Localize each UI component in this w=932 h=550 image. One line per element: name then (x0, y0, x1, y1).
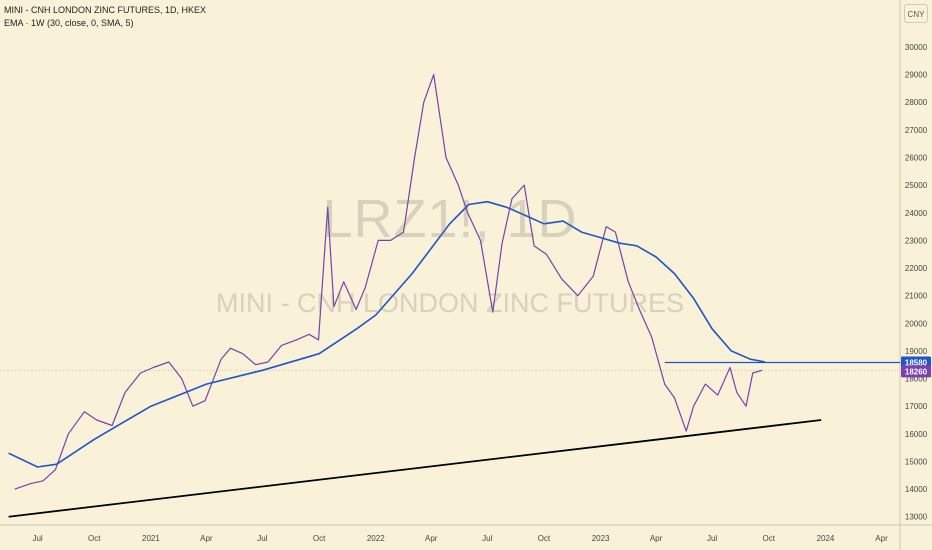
y-tick-label: 13000 (905, 513, 928, 522)
y-tick-label: 29000 (905, 71, 928, 80)
y-tick-label: 30000 (905, 43, 928, 52)
y-tick-label: 22000 (905, 264, 928, 273)
x-tick-label: Jul (257, 534, 267, 543)
x-tick-label: Apr (425, 534, 438, 543)
x-tick-label: 2023 (592, 534, 610, 543)
x-tick-label: Oct (538, 534, 551, 543)
price-label: 18260 (905, 367, 928, 376)
plot-area (0, 73, 900, 518)
y-tick-label: 23000 (905, 236, 928, 245)
description-watermark: MINI - CNH LONDON ZINC FUTURES (216, 288, 684, 318)
time-axis[interactable]: Jul Oct 2021 Apr Jul Oct 2022 Apr Jul Oct 2023 Apr J… (32, 534, 888, 543)
x-tick-label: 2024 (817, 534, 835, 543)
y-tick-label: 26000 (905, 154, 928, 163)
price-label: 18580 (905, 359, 928, 368)
x-tick-label: Apr (875, 534, 888, 543)
indicator-label: EMA · 1W (30, close, 0, SMA, 5) (4, 18, 134, 28)
x-tick-label: Oct (313, 534, 326, 543)
chart-legend: MINI - CNH LONDON ZINC FUTURES, 1D, HKEX… (4, 4, 206, 30)
trend-line (8, 419, 822, 518)
symbol-watermark: LRZ1!, 1D (322, 189, 578, 249)
price-axis[interactable]: 13000 14000 15000 16000 17000 18000 19000 20000… (905, 15, 928, 521)
x-tick-label: 2022 (367, 534, 385, 543)
y-tick-label: 14000 (905, 485, 928, 494)
y-tick-label: 15000 (905, 457, 928, 466)
y-tick-label: 28000 (905, 98, 928, 107)
x-tick-label: Apr (200, 534, 213, 543)
y-tick-label: 27000 (905, 126, 928, 135)
y-tick-label: 17000 (905, 402, 928, 411)
y-tick-label: 20000 (905, 319, 928, 328)
currency-button[interactable]: CNY (904, 4, 928, 23)
y-tick-label: 18000 (905, 375, 928, 384)
y-tick-label: 21000 (905, 292, 928, 301)
x-tick-label: Oct (88, 534, 101, 543)
ema-series-line (8, 200, 766, 468)
y-tick-label: 16000 (905, 430, 928, 439)
x-tick-label: Jul (482, 534, 492, 543)
x-tick-label: 2021 (142, 534, 160, 543)
y-tick-label: 19000 (905, 347, 928, 356)
x-tick-label: Jul (707, 534, 717, 543)
x-tick-label: Apr (650, 534, 663, 543)
y-tick-label: 24000 (905, 209, 928, 218)
price-series-line (14, 73, 763, 490)
y-tick-label: 25000 (905, 181, 928, 190)
x-tick-label: Jul (32, 534, 42, 543)
price-label-box (901, 365, 931, 378)
x-tick-label: Oct (763, 534, 776, 543)
chart-title: MINI - CNH LONDON ZINC FUTURES, 1D, HKEX (4, 5, 207, 15)
